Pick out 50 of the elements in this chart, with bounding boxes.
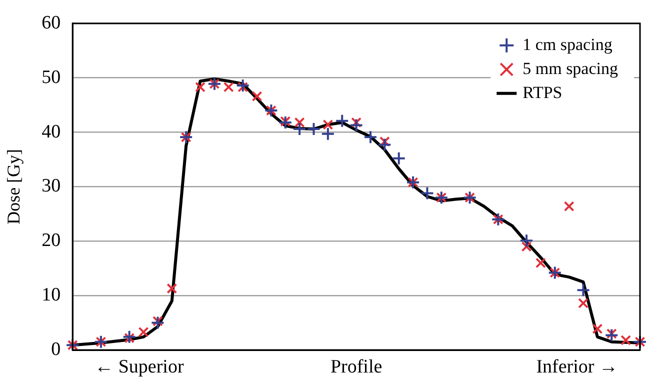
y-tick-label: 40 [42, 121, 61, 142]
point [280, 116, 291, 127]
point [604, 328, 619, 342]
point [238, 82, 248, 92]
point [392, 151, 406, 166]
point [138, 326, 149, 338]
point [294, 117, 305, 128]
y-tick-label: 20 [42, 230, 61, 252]
text: Inferior → [536, 356, 618, 378]
point [124, 332, 135, 344]
point [252, 91, 262, 102]
point [535, 258, 546, 268]
y-tick-label: 30 [42, 176, 61, 197]
y-tick-label: 0 [51, 338, 61, 360]
legend-label: 5 mm spacing [522, 58, 618, 78]
point [378, 138, 392, 152]
point [351, 117, 362, 128]
point [320, 126, 335, 141]
point [322, 119, 334, 130]
point [564, 201, 574, 212]
point [606, 328, 617, 339]
y-tick-label: 50 [42, 66, 61, 88]
point [620, 334, 632, 346]
point [166, 283, 178, 294]
text: ← Superior [94, 356, 184, 378]
legend-label: RTPS [522, 82, 562, 102]
point [379, 136, 390, 147]
y-tick-label: 10 [42, 284, 61, 306]
point [278, 115, 292, 130]
y-tick-label: 60 [42, 12, 61, 34]
point [349, 118, 364, 132]
point [122, 330, 136, 344]
point [520, 234, 534, 248]
point [592, 324, 603, 334]
point [195, 82, 206, 92]
point [521, 241, 532, 252]
y-axis-title: Dose [Gy] [4, 148, 24, 224]
point [236, 78, 250, 92]
point [576, 283, 590, 298]
point [335, 114, 350, 128]
point [152, 316, 163, 326]
legend-label: 1 cm spacing [522, 34, 613, 54]
point [223, 82, 234, 92]
point [150, 316, 165, 330]
x-axis-title: Profile [330, 356, 382, 378]
point [292, 122, 307, 136]
point [578, 298, 589, 308]
point [420, 186, 434, 200]
point [363, 130, 378, 144]
point [306, 122, 321, 136]
